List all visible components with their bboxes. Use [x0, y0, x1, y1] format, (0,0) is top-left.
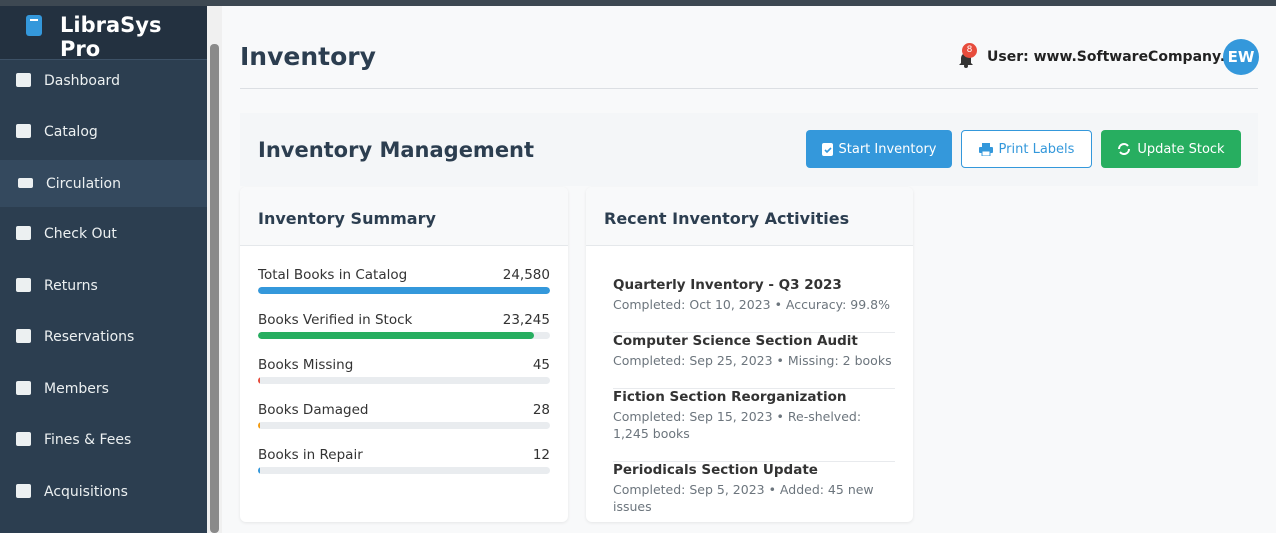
- activity-row: Periodicals Section Update Completed: Sep…: [613, 462, 895, 517]
- activity-detail: Completed: Sep 15, 2023 • Re-shelved: 1,…: [613, 409, 862, 441]
- activity-title: Computer Science Section Audit: [613, 333, 858, 349]
- summary-row: Total Books in Catalog 24,580: [258, 267, 550, 294]
- activity-detail: Completed: Sep 25, 2023 • Missing: 2 boo…: [613, 353, 892, 368]
- summary-value: 45: [532, 357, 550, 373]
- activity-row: Fiction Section Reorganization Completed:…: [613, 389, 895, 462]
- activity-detail: Completed: Oct 10, 2023 • Accuracy: 99.8…: [613, 297, 890, 312]
- activity-title: Fiction Section Reorganization: [613, 389, 847, 405]
- window-bar: [0, 0, 1276, 6]
- progress-bar: [258, 287, 550, 294]
- sidebar: LibraSys Pro Dashboard Catalog Circulation…: [0, 6, 207, 533]
- section-title: Inventory Management: [258, 138, 535, 162]
- print-icon: [978, 142, 993, 156]
- nav-label: Fines & Fees: [44, 431, 132, 448]
- nav-item[interactable]: Check Out: [0, 210, 207, 257]
- activities-card: Recent Inventory Activities Quarterly In…: [586, 187, 913, 522]
- brand-box: LibraSys Pro: [0, 6, 207, 61]
- start-inventory-button[interactable]: Start Inventory: [806, 130, 952, 168]
- summary-value: 12: [532, 447, 550, 463]
- activity-row: Computer Science Section Audit Completed:…: [613, 333, 895, 389]
- activity-detail: Completed: Sep 5, 2023 • Added: 45 new i…: [613, 482, 874, 514]
- nav-label: Acquisitions: [44, 483, 128, 500]
- nav-icon: [16, 484, 31, 498]
- update-stock-button[interactable]: Update Stock: [1101, 130, 1241, 168]
- activity-title: Quarterly Inventory - Q3 2023: [613, 277, 842, 293]
- summary-row: Books Damaged 28: [258, 402, 550, 429]
- nav-item[interactable]: Dashboard: [0, 57, 207, 104]
- button-label: Update Stock: [1137, 141, 1225, 157]
- nav-item[interactable]: Acquisitions: [0, 468, 207, 515]
- summary-label: Books Damaged: [258, 402, 369, 418]
- summary-value: 23,245: [502, 312, 550, 328]
- progress-track: [258, 467, 550, 474]
- nav-item[interactable]: Members: [0, 365, 207, 412]
- summary-row: Books Verified in Stock 23,245: [258, 312, 550, 339]
- sync-icon: [1118, 143, 1131, 155]
- nav-icon: [16, 329, 31, 343]
- progress-bar: [258, 467, 260, 474]
- activity-title: Periodicals Section Update: [613, 462, 818, 478]
- nav-icon: [16, 226, 31, 240]
- summary-label: Books Verified in Stock: [258, 312, 413, 328]
- clipboard-icon: [821, 143, 833, 156]
- nav-icon: [18, 178, 33, 188]
- summary-card: Inventory Summary Total Books in Catalog…: [240, 187, 568, 522]
- summary-value: 28: [532, 402, 550, 418]
- nav-icon: [16, 432, 31, 446]
- print-labels-button[interactable]: Print Labels: [961, 130, 1092, 168]
- summary-value: 24,580: [502, 267, 550, 283]
- activity-row: Quarterly Inventory - Q3 2023 Completed: …: [613, 277, 895, 333]
- progress-bar: [258, 422, 260, 429]
- nav-item[interactable]: Circulation: [0, 160, 207, 207]
- progress-track: [258, 422, 550, 429]
- button-label: Start Inventory: [838, 141, 937, 157]
- card-title: Inventory Summary: [240, 187, 568, 246]
- brand-icon: [26, 15, 42, 36]
- nav-item[interactable]: Reservations: [0, 313, 207, 360]
- avatar[interactable]: EW: [1223, 39, 1259, 75]
- summary-label: Books in Repair: [258, 447, 363, 463]
- page-title: Inventory: [240, 42, 376, 71]
- nav-label: Catalog: [44, 123, 98, 140]
- progress-track: [258, 332, 550, 339]
- progress-bar: [258, 332, 535, 339]
- nav-label: Check Out: [44, 225, 117, 242]
- nav-icon: [16, 278, 31, 292]
- divider: [240, 88, 1258, 89]
- progress-bar: [258, 377, 260, 384]
- summary-row: Books in Repair 12: [258, 447, 550, 474]
- nav-icon: [16, 381, 31, 395]
- summary-label: Books Missing: [258, 357, 354, 373]
- progress-track: [258, 377, 550, 384]
- notification-badge: 8: [962, 43, 977, 58]
- progress-track: [258, 287, 550, 294]
- brand: LibraSys Pro: [60, 13, 162, 61]
- user-label: User: www.SoftwareCompany.PK: [987, 49, 1247, 65]
- nav-icon: [16, 73, 31, 87]
- nav-label: Members: [44, 380, 109, 397]
- card-title: Recent Inventory Activities: [586, 187, 913, 246]
- nav-item[interactable]: Returns: [0, 262, 207, 309]
- nav-item[interactable]: Fines & Fees: [0, 416, 207, 463]
- nav-icon: [16, 124, 31, 138]
- nav-label: Returns: [44, 277, 98, 294]
- nav-label: Reservations: [44, 328, 135, 345]
- button-label: Print Labels: [998, 141, 1075, 157]
- summary-label: Total Books in Catalog: [258, 267, 408, 283]
- nav-label: Circulation: [46, 175, 121, 192]
- summary-row: Books Missing 45: [258, 357, 550, 384]
- nav-label: Dashboard: [44, 72, 120, 89]
- nav-item[interactable]: Catalog: [0, 108, 207, 155]
- scroll-thumb[interactable]: [210, 44, 219, 533]
